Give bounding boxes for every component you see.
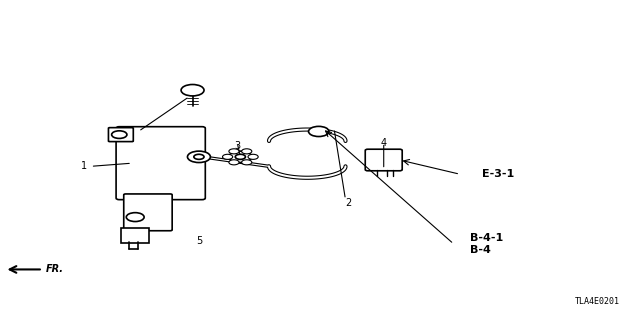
Circle shape — [181, 84, 204, 96]
FancyBboxPatch shape — [116, 127, 205, 200]
Circle shape — [223, 154, 233, 159]
FancyBboxPatch shape — [124, 194, 172, 231]
Text: TLA4E0201: TLA4E0201 — [575, 297, 620, 306]
Circle shape — [242, 149, 252, 154]
Circle shape — [126, 213, 144, 221]
Text: FR.: FR. — [46, 264, 64, 275]
Circle shape — [111, 131, 127, 139]
FancyBboxPatch shape — [121, 228, 149, 243]
Circle shape — [308, 126, 329, 137]
Text: 4: 4 — [381, 138, 387, 148]
Text: B-4-1: B-4-1 — [470, 233, 503, 243]
Text: 5: 5 — [196, 236, 202, 246]
Circle shape — [188, 151, 211, 163]
Text: B-4: B-4 — [470, 245, 491, 255]
Text: 2: 2 — [346, 198, 352, 208]
Circle shape — [229, 149, 239, 154]
Text: E-3-1: E-3-1 — [483, 169, 515, 179]
Circle shape — [242, 160, 252, 165]
FancyBboxPatch shape — [365, 149, 402, 171]
Circle shape — [248, 154, 258, 159]
Circle shape — [236, 154, 246, 159]
FancyBboxPatch shape — [108, 128, 133, 142]
Circle shape — [229, 160, 239, 165]
Text: 1: 1 — [81, 161, 87, 171]
Text: 3: 3 — [234, 141, 240, 151]
Circle shape — [229, 151, 252, 163]
